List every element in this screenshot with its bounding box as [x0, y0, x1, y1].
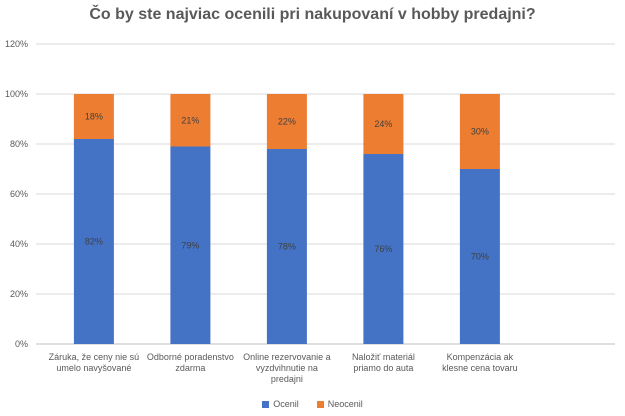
- bar-neocenil: [266, 94, 307, 149]
- data-label: 78%: [278, 242, 296, 252]
- bar-neocenil: [73, 94, 114, 139]
- x-tick-label: predajni: [271, 374, 303, 384]
- bar-ocenil: [170, 146, 211, 344]
- y-tick-label: 60%: [10, 189, 28, 199]
- bar-ocenil: [266, 149, 307, 344]
- x-tick-label: Odborné poradenstvo: [147, 352, 234, 362]
- legend-label: Neocenil: [327, 399, 363, 409]
- data-label: 18%: [85, 112, 103, 122]
- chart-title: Čo by ste najviac ocenili pri nakupovaní…: [89, 6, 536, 23]
- data-label: 76%: [374, 244, 392, 254]
- y-tick-label: 0%: [15, 339, 28, 349]
- y-tick-label: 40%: [10, 239, 28, 249]
- x-tick-label: Online rezervovanie a: [243, 352, 331, 362]
- bar-neocenil: [363, 94, 404, 154]
- bar-ocenil: [363, 154, 404, 344]
- x-tick-label: klesne cena tovaru: [442, 363, 518, 373]
- legend-swatch: [262, 400, 270, 408]
- legend-swatch: [316, 400, 324, 408]
- bar-neocenil: [459, 94, 500, 169]
- data-label: 22%: [278, 117, 296, 127]
- legend: Ocenil Neocenil: [0, 399, 625, 409]
- bar-ocenil: [459, 169, 500, 344]
- data-label: 21%: [181, 115, 199, 125]
- y-tick-label: 80%: [10, 139, 28, 149]
- x-tick-label: vyzdvihnutie na: [256, 363, 318, 373]
- legend-label: Ocenil: [273, 399, 299, 409]
- data-label: 30%: [471, 127, 489, 137]
- bar-neocenil: [170, 94, 211, 147]
- y-tick-label: 100%: [5, 89, 28, 99]
- bar-ocenil: [73, 139, 114, 344]
- y-tick-label: 20%: [10, 289, 28, 299]
- x-tick-label: zdarma: [175, 363, 205, 373]
- x-tick-label: Záruka, že ceny nie sú: [49, 352, 140, 362]
- legend-item: Ocenil: [262, 399, 299, 409]
- x-tick-label: umelo navyšované: [56, 363, 131, 373]
- y-tick-label: 120%: [5, 39, 28, 49]
- legend-item: Neocenil: [316, 399, 363, 409]
- plot-area: 0% 20% 40% 60% 80% 100% 120% 82% 18% Záruka, že c…: [5, 39, 615, 384]
- data-label: 24%: [374, 119, 392, 129]
- x-tick-label: Kompenzácia ak: [447, 352, 514, 362]
- data-label: 82%: [85, 237, 103, 247]
- data-label: 79%: [181, 240, 199, 250]
- data-label: 70%: [471, 252, 489, 262]
- x-tick-label: priamo do auta: [353, 363, 413, 373]
- x-tick-label: Naložiť materiál: [352, 352, 415, 362]
